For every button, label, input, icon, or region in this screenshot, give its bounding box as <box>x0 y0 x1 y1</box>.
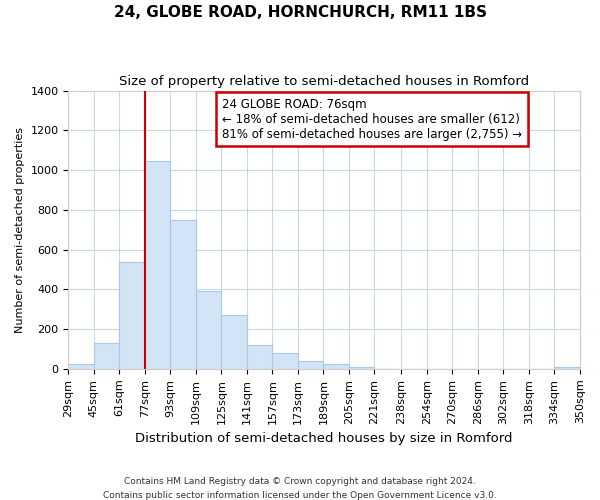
Title: Size of property relative to semi-detached houses in Romford: Size of property relative to semi-detach… <box>119 75 529 88</box>
Bar <box>349 367 374 369</box>
Bar <box>68 364 94 369</box>
Bar <box>272 353 298 369</box>
Bar <box>247 345 272 369</box>
Bar <box>221 316 247 369</box>
Bar <box>298 361 323 369</box>
Bar <box>554 367 580 369</box>
Bar <box>196 292 221 369</box>
Y-axis label: Number of semi-detached properties: Number of semi-detached properties <box>15 126 25 333</box>
X-axis label: Distribution of semi-detached houses by size in Romford: Distribution of semi-detached houses by … <box>136 432 513 445</box>
Bar <box>323 364 349 369</box>
Bar <box>119 262 145 369</box>
Text: 24 GLOBE ROAD: 76sqm
← 18% of semi-detached houses are smaller (612)
81% of semi: 24 GLOBE ROAD: 76sqm ← 18% of semi-detac… <box>222 98 522 140</box>
Text: Contains HM Land Registry data © Crown copyright and database right 2024.
Contai: Contains HM Land Registry data © Crown c… <box>103 478 497 500</box>
Text: 24, GLOBE ROAD, HORNCHURCH, RM11 1BS: 24, GLOBE ROAD, HORNCHURCH, RM11 1BS <box>113 5 487 20</box>
Bar <box>145 161 170 369</box>
Bar <box>170 220 196 369</box>
Bar <box>94 343 119 369</box>
